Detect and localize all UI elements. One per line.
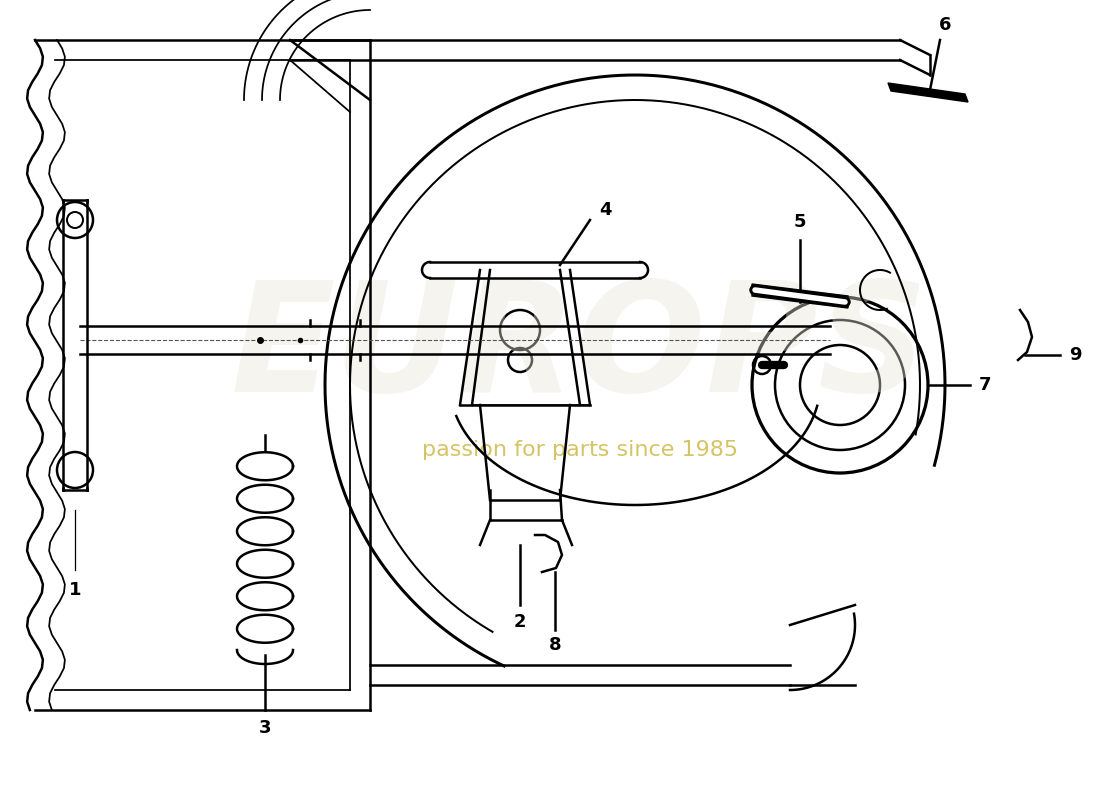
Text: 5: 5 [794,213,806,231]
Text: 3: 3 [258,719,272,737]
Text: EUROPS: EUROPS [231,275,928,425]
Text: 4: 4 [598,201,612,219]
Text: passion for parts since 1985: passion for parts since 1985 [422,440,738,460]
Text: 2: 2 [514,613,526,631]
Text: 7: 7 [979,376,991,394]
Text: 6: 6 [938,16,952,34]
Polygon shape [752,284,848,308]
Text: 1: 1 [68,581,81,599]
Text: 9: 9 [1069,346,1081,364]
Polygon shape [888,83,968,102]
Text: 8: 8 [549,636,561,654]
